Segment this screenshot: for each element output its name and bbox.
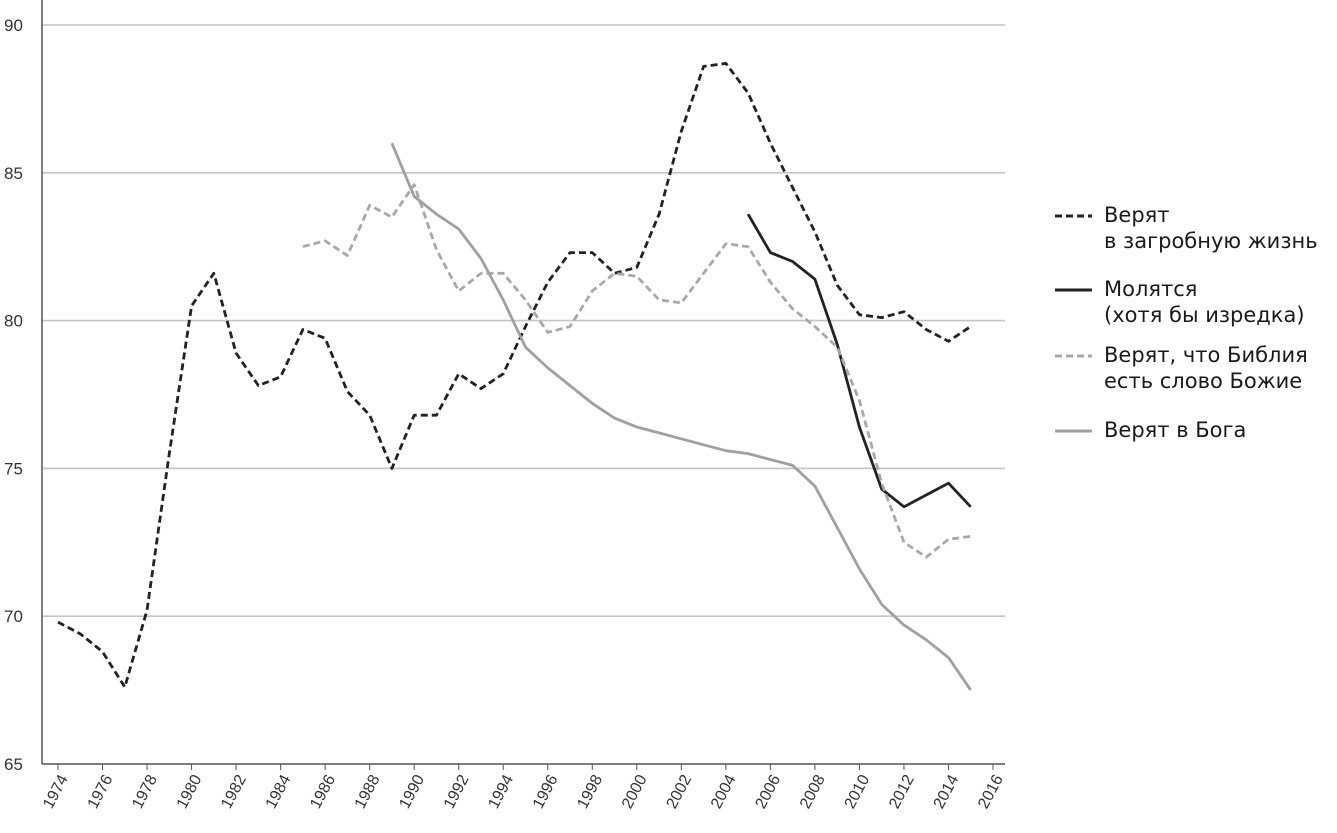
series-line-3 [302,183,971,559]
x-tick-label: 2004 [708,772,740,811]
series-line-2 [746,213,972,509]
x-tick-label: 1984 [263,772,295,811]
x-tick-label: 1980 [174,772,206,811]
x-tick-label: 1988 [352,772,384,811]
y-tick-labels: 65 70 75 80 85 90 [4,16,23,774]
x-tick-label: 1996 [530,772,562,811]
series-line-4 [390,142,972,691]
x-tick-label: 1974 [40,772,72,811]
series-lines [57,62,972,691]
x-tick-label: 1994 [485,772,517,811]
x-tick-label: 2012 [886,772,918,811]
x-tick-label: 2000 [619,772,651,811]
legend-label: Молятся [1104,277,1197,301]
y-tick-label: 90 [4,16,23,35]
series-line-1 [57,62,972,689]
y-tick-label: 80 [4,312,23,331]
y-tick-label: 65 [4,755,23,774]
x-tick-label: 1998 [574,772,606,811]
x-tick-label: 1978 [129,772,161,811]
y-tick-label: 85 [4,164,23,183]
grid-lines [42,24,1005,618]
x-tick-label: 2002 [663,772,695,811]
legend-label: есть слово Божие [1104,369,1302,393]
x-tick-label: 2016 [975,772,1007,811]
x-tick-label: 1982 [218,772,250,811]
legend-label: Верят в Бога [1104,418,1246,442]
legend-label: (хотя бы изредка) [1104,303,1305,327]
x-tick-label: 2008 [797,772,829,811]
x-tick-label: 2010 [842,772,874,811]
legend-label: в загробную жизнь [1104,229,1318,253]
x-tick-label: 2006 [753,772,785,811]
x-tick-label: 1986 [307,772,339,811]
x-tick-label: 1990 [396,772,428,811]
x-tick-label: 1976 [85,772,117,811]
x-tick-label: 2014 [931,772,963,811]
legend-label: Верят [1104,203,1170,227]
y-tick-label: 70 [4,607,23,626]
y-tick-label: 75 [4,459,23,478]
legend-label: Верят, что Библия [1104,343,1308,367]
x-tick-label: 1992 [441,772,473,811]
axes [41,0,1005,765]
x-tick-labels: 1974 1976 1978 1980 1982 1984 1986 1988 1990 1992… [40,764,1007,812]
